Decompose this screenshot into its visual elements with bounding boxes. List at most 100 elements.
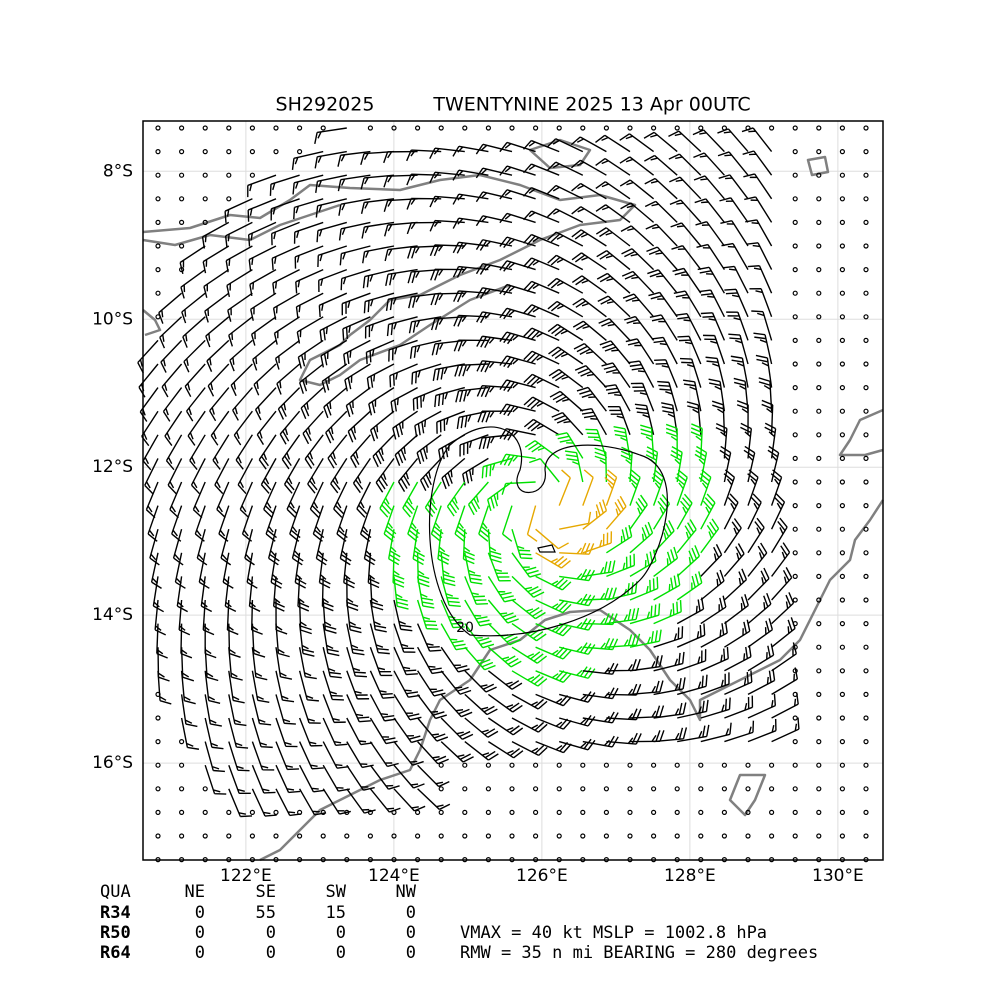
wind-barb (523, 163, 560, 176)
wind-barb (302, 410, 324, 445)
wind-barb (388, 339, 418, 362)
wind-barb (724, 720, 755, 743)
wind-barb (294, 552, 307, 589)
wind-barb (596, 272, 631, 294)
wind-barb (392, 410, 418, 440)
wind-barb (668, 153, 702, 176)
table-header: NW (396, 882, 417, 902)
calm-dot (839, 691, 846, 698)
wind-barb (700, 646, 729, 672)
wind-barb (499, 189, 536, 200)
calm-dot (792, 196, 798, 202)
calm-dot (462, 833, 468, 839)
wind-barb (360, 174, 395, 190)
calm-dot (179, 172, 185, 178)
wind-barb (343, 552, 356, 589)
wind-barb (629, 730, 665, 743)
calm-dot (179, 809, 185, 816)
table-header: NE (185, 882, 205, 902)
calm-dot (155, 219, 161, 225)
wind-barb (440, 741, 474, 763)
wind-barb (648, 291, 678, 318)
wind-barb (499, 236, 536, 249)
wind-barb (275, 670, 295, 703)
wind-barb (274, 339, 301, 370)
wind-barb (406, 221, 442, 235)
wind-barb (440, 576, 461, 608)
wind-barb (499, 355, 536, 369)
calm-dot (532, 786, 539, 792)
calm-dot (226, 125, 232, 131)
wind-barb (454, 363, 489, 377)
wind-barb (206, 339, 230, 372)
wind-barb (393, 599, 413, 632)
wind-barb (511, 693, 548, 710)
calm-dot (863, 526, 869, 532)
wind-barb (657, 380, 678, 412)
wind-barb (180, 269, 206, 299)
calm-dot (816, 196, 822, 202)
calm-dot (226, 172, 232, 178)
wind-barb (275, 623, 290, 658)
wind-barb (595, 204, 631, 223)
wind-barb (676, 519, 697, 554)
wind-barb (225, 245, 253, 273)
calm-dot (320, 125, 326, 131)
calm-dot (839, 290, 846, 296)
calm-dot (863, 337, 869, 343)
wind-barb (487, 529, 502, 564)
calm-dot (438, 833, 444, 839)
calm-dot (532, 809, 539, 816)
wind-barb (511, 646, 548, 664)
wind-barb (384, 221, 418, 237)
wind-barb (619, 133, 655, 153)
calm-dot (698, 125, 704, 131)
wind-barb (161, 363, 183, 398)
wind-barb (417, 764, 450, 788)
wind-barb (696, 243, 725, 270)
wind-barb (407, 268, 442, 284)
wind-barb (559, 642, 596, 655)
wind-barb (523, 233, 560, 247)
wind-barb (653, 626, 684, 648)
wind-barb (152, 576, 164, 613)
wind-barb (180, 694, 198, 728)
wind-barb (345, 387, 371, 417)
calm-dot (839, 385, 846, 391)
wind-barb (247, 221, 277, 247)
wind-barb (511, 528, 533, 560)
wind-barb (582, 531, 613, 554)
wind-barb (644, 154, 678, 176)
wind-barb (322, 741, 349, 769)
calm-dot (839, 408, 846, 414)
calm-dot (839, 738, 846, 745)
wind-barb (771, 567, 793, 601)
wind-barb (700, 493, 716, 530)
wind-barb (535, 740, 572, 754)
calm-dot (863, 385, 869, 391)
calm-dot (297, 809, 303, 816)
wind-barb (346, 599, 362, 634)
wind-barb (275, 647, 293, 680)
wind-barb (383, 505, 397, 542)
calm-dot (792, 715, 798, 721)
wind-barb (700, 697, 731, 719)
wind-barb (559, 666, 596, 679)
wind-barb (362, 268, 395, 289)
wind-barb (407, 245, 442, 259)
wind-barb (620, 446, 633, 483)
wind-barb (708, 378, 726, 412)
calm-dot (320, 809, 326, 816)
wind-barb (464, 576, 488, 605)
calm-dot (367, 809, 373, 816)
wind-barb (499, 165, 536, 176)
wind-barb (595, 134, 631, 153)
wind-barb (771, 692, 799, 719)
wind-barb (475, 191, 513, 203)
wind-barb (365, 339, 395, 364)
x-tick-label: 130°E (812, 866, 864, 886)
wind-barb (190, 458, 206, 495)
coastline (142, 203, 341, 247)
